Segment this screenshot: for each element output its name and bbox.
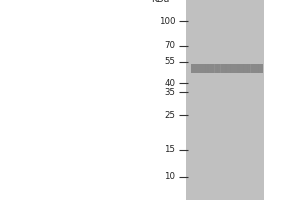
Text: KDa: KDa <box>152 0 169 4</box>
Bar <box>250 64 252 73</box>
Bar <box>222 64 223 73</box>
Text: 25: 25 <box>164 111 175 120</box>
Bar <box>225 64 226 73</box>
Bar <box>193 64 194 73</box>
Text: 70: 70 <box>164 41 175 50</box>
Bar <box>234 64 235 73</box>
Text: 55: 55 <box>164 57 175 66</box>
Bar <box>190 64 262 73</box>
Bar <box>213 64 214 73</box>
Bar <box>246 64 247 73</box>
Bar <box>240 64 241 73</box>
Bar <box>256 64 258 73</box>
Bar <box>210 64 211 73</box>
Bar <box>195 64 196 73</box>
Bar <box>224 64 225 73</box>
Bar <box>237 64 238 73</box>
Bar <box>261 64 262 73</box>
Text: 40: 40 <box>164 79 175 88</box>
Text: 35: 35 <box>164 88 175 97</box>
Bar <box>216 64 217 73</box>
Bar <box>211 64 212 73</box>
Bar <box>231 64 232 73</box>
Bar <box>230 64 231 73</box>
Bar <box>192 64 193 73</box>
Bar <box>220 64 222 73</box>
Bar <box>249 64 250 73</box>
Bar <box>205 64 206 73</box>
Bar <box>247 64 248 73</box>
Bar <box>206 64 207 73</box>
Bar <box>259 64 260 73</box>
Text: 10: 10 <box>164 172 175 181</box>
Bar <box>207 64 208 73</box>
Bar <box>248 64 249 73</box>
Bar <box>200 64 201 73</box>
Bar <box>235 64 236 73</box>
Bar <box>219 64 220 73</box>
Bar <box>223 64 224 73</box>
Bar <box>217 64 218 73</box>
Bar <box>254 64 255 73</box>
Bar <box>194 64 195 73</box>
Bar <box>212 64 213 73</box>
Bar <box>260 64 261 73</box>
Bar <box>236 64 237 73</box>
Bar <box>196 64 198 73</box>
Bar <box>242 64 243 73</box>
Bar <box>238 64 240 73</box>
Text: 100: 100 <box>159 17 175 26</box>
Bar <box>190 64 192 73</box>
Bar <box>186 0 264 200</box>
Bar <box>228 64 229 73</box>
Bar <box>241 64 242 73</box>
Bar <box>226 64 228 73</box>
Bar <box>253 64 254 73</box>
Bar <box>243 64 244 73</box>
Bar <box>202 64 204 73</box>
Bar <box>204 64 205 73</box>
Bar <box>201 64 202 73</box>
Bar <box>208 64 210 73</box>
Bar <box>244 64 246 73</box>
Bar <box>252 64 253 73</box>
Bar <box>218 64 219 73</box>
Bar <box>229 64 230 73</box>
Bar <box>258 64 259 73</box>
Bar <box>232 64 234 73</box>
Bar <box>214 64 216 73</box>
Text: 15: 15 <box>164 145 175 154</box>
Bar <box>198 64 199 73</box>
Bar <box>255 64 256 73</box>
Bar <box>199 64 200 73</box>
